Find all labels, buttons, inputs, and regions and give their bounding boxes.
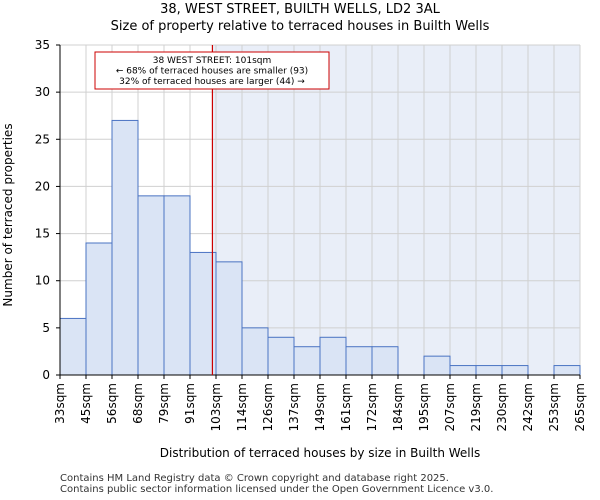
bar (501, 365, 529, 376)
x-tick-label: 219sqm (469, 383, 483, 431)
x-tick-label: 242sqm (521, 383, 535, 431)
y-tick-label: 30 (35, 85, 50, 99)
bar (345, 346, 373, 376)
bar (111, 119, 139, 376)
x-tick-label: 103sqm (209, 383, 223, 431)
x-tick-label: 161sqm (339, 383, 353, 431)
footer-copyright: Contains HM Land Registry data © Crown c… (60, 473, 449, 484)
x-tick-label: 253sqm (547, 383, 561, 431)
x-tick-label: 68sqm (131, 383, 145, 424)
x-tick-label: 172sqm (365, 383, 379, 431)
x-axis-label: Distribution of terraced houses by size … (160, 446, 480, 460)
x-tick-label: 230sqm (495, 383, 509, 431)
x-tick-label: 149sqm (313, 383, 327, 431)
y-tick-label: 10 (35, 274, 50, 288)
y-tick-label: 20 (35, 179, 50, 193)
annotation-line: ← 68% of terraced houses are smaller (93… (116, 67, 308, 77)
y-tick-label: 35 (35, 38, 50, 52)
chart-title: 38, WEST STREET, BUILTH WELLS, LD2 3AL (160, 2, 440, 17)
x-tick-label: 33sqm (53, 383, 67, 424)
x-tick-label: 137sqm (287, 383, 301, 431)
bar (449, 365, 477, 376)
bar (215, 261, 243, 376)
highlight-region (212, 45, 580, 375)
bar (163, 195, 191, 376)
x-tick-label: 114sqm (235, 383, 249, 431)
bar (371, 346, 399, 376)
bar (423, 355, 451, 376)
bar (267, 336, 295, 376)
x-tick-label: 45sqm (79, 383, 93, 424)
annotation-line: 38 WEST STREET: 101sqm (153, 56, 272, 66)
bar (59, 317, 87, 376)
bar (137, 195, 165, 376)
y-tick-label: 5 (42, 321, 50, 335)
bar (189, 251, 217, 376)
bar (553, 365, 581, 376)
footer-licence: Contains public sector information licen… (60, 484, 494, 495)
x-tick-label: 195sqm (417, 383, 431, 431)
chart-subtitle: Size of property relative to terraced ho… (110, 19, 490, 34)
bar (293, 346, 321, 376)
y-tick-label: 0 (42, 368, 50, 382)
bar (475, 365, 503, 376)
x-tick-label: 184sqm (391, 383, 405, 431)
bar (241, 327, 269, 376)
x-tick-label: 79sqm (157, 383, 171, 424)
y-tick-label: 25 (35, 132, 50, 146)
bar (319, 336, 347, 376)
x-tick-label: 91sqm (183, 383, 197, 424)
y-tick-label: 15 (35, 227, 50, 241)
x-tick-label: 207sqm (443, 383, 457, 431)
x-tick-label: 265sqm (573, 383, 587, 431)
y-axis-label: Number of terraced properties (1, 123, 15, 306)
x-tick-label: 56sqm (105, 383, 119, 424)
annotation-box (94, 51, 330, 90)
annotation-line: 32% of terraced houses are larger (44) → (119, 77, 305, 87)
x-tick-label: 126sqm (261, 383, 275, 431)
bar (85, 242, 113, 376)
